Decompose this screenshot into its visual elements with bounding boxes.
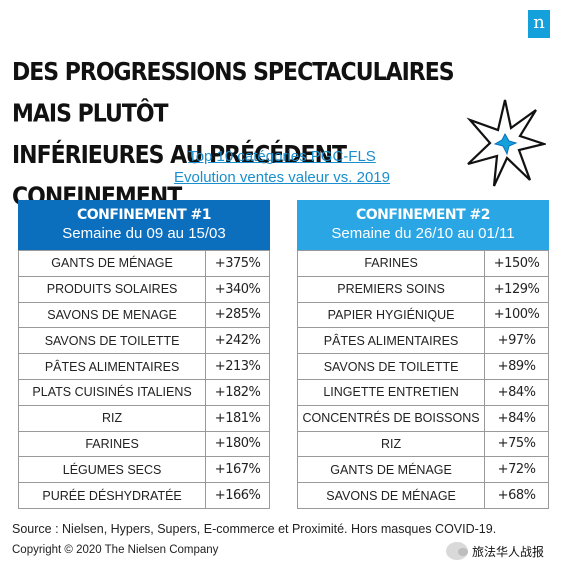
table-row: PURÉE DÉSHYDRATÉE +166% bbox=[17, 482, 270, 509]
table-row: SAVONS DE TOILETTE +89% bbox=[296, 353, 549, 380]
table-row: GANTS DE MÉNAGE +375% bbox=[17, 250, 270, 277]
table-row: SAVONS DE MÉNAGE +68% bbox=[296, 482, 549, 509]
category-cell: SAVONS DE TOILETTE bbox=[17, 327, 207, 355]
subtitle-line-1: Top 10 catégories PGC-FLS bbox=[188, 148, 376, 165]
category-cell: SAVONS DE MÉNAGE bbox=[296, 482, 486, 509]
value-cell: +84% bbox=[484, 404, 549, 432]
table-row: LÉGUMES SECS +167% bbox=[17, 456, 270, 484]
confinement-2-header: CONFINEMENT #2 Semaine du 26/10 au 01/11 bbox=[297, 200, 549, 250]
confinement-1-table: GANTS DE MÉNAGE +375% PRODUITS SOLAIRES +3… bbox=[17, 250, 270, 509]
category-cell: PRODUITS SOLAIRES bbox=[17, 275, 207, 303]
table-row: PREMIERS SOINS +129% bbox=[296, 275, 549, 303]
subtitle: Top 10 catégories PGC-FLS Evolution vent… bbox=[130, 146, 434, 188]
nielsen-logo: n bbox=[528, 10, 550, 38]
starburst-icon bbox=[466, 99, 546, 187]
value-cell: +84% bbox=[484, 378, 549, 406]
table-row: PLATS CUISINÉS ITALIENS +182% bbox=[17, 378, 270, 406]
value-cell: +180% bbox=[205, 430, 270, 458]
value-cell: +285% bbox=[205, 301, 270, 329]
confinement-2-period: Semaine du 26/10 au 01/11 bbox=[331, 225, 515, 242]
value-cell: +129% bbox=[484, 275, 549, 303]
value-cell: +166% bbox=[205, 482, 270, 509]
value-cell: +150% bbox=[484, 250, 549, 277]
subtitle-line-2: Evolution ventes valeur vs. 2019 bbox=[174, 169, 390, 186]
category-cell: PAPIER HYGIÉNIQUE bbox=[296, 301, 486, 329]
table-row: CONCENTRÉS DE BOISSONS +84% bbox=[296, 404, 549, 432]
table-row: RIZ +75% bbox=[296, 430, 549, 458]
copyright-note: Copyright © 2020 The Nielsen Company bbox=[12, 544, 219, 556]
value-cell: +100% bbox=[484, 301, 549, 329]
confinement-1-panel: CONFINEMENT #1 Semaine du 09 au 15/03 GA… bbox=[17, 200, 270, 509]
value-cell: +97% bbox=[484, 327, 549, 355]
category-cell: LÉGUMES SECS bbox=[17, 456, 207, 484]
category-cell: CONCENTRÉS DE BOISSONS bbox=[296, 404, 486, 432]
value-cell: +375% bbox=[205, 250, 270, 277]
table-row: GANTS DE MÉNAGE +72% bbox=[296, 456, 549, 484]
category-cell: GANTS DE MÉNAGE bbox=[296, 456, 486, 484]
table-row: SAVONS DE MENAGE +285% bbox=[17, 301, 270, 329]
category-cell: FARINES bbox=[17, 430, 207, 458]
category-cell: GANTS DE MÉNAGE bbox=[17, 250, 207, 277]
table-row: FARINES +180% bbox=[17, 430, 270, 458]
category-cell: PREMIERS SOINS bbox=[296, 275, 486, 303]
wechat-icon bbox=[446, 542, 468, 560]
confinement-1-title: CONFINEMENT #1 bbox=[76, 207, 212, 223]
value-cell: +75% bbox=[484, 430, 549, 458]
category-cell: SAVONS DE MENAGE bbox=[17, 301, 207, 329]
confinement-2-table: FARINES +150% PREMIERS SOINS +129% PAPIER … bbox=[296, 250, 549, 509]
category-cell: SAVONS DE TOILETTE bbox=[296, 353, 486, 380]
headline: DES PROGRESSIONS SPECTACULAIRES MAIS PLU… bbox=[12, 52, 482, 218]
category-cell: RIZ bbox=[17, 404, 207, 432]
category-cell: PÂTES ALIMENTAIRES bbox=[296, 327, 486, 355]
category-cell: RIZ bbox=[296, 430, 486, 458]
value-cell: +89% bbox=[484, 353, 549, 380]
watermark: 旅法华人战报 bbox=[446, 540, 544, 562]
value-cell: +242% bbox=[205, 327, 270, 355]
table-row: SAVONS DE TOILETTE +242% bbox=[17, 327, 270, 355]
value-cell: +213% bbox=[205, 353, 270, 380]
source-note: Source : Nielsen, Hypers, Supers, E-comm… bbox=[12, 522, 497, 536]
confinement-1-period: Semaine du 09 au 15/03 bbox=[62, 225, 226, 242]
value-cell: +340% bbox=[205, 275, 270, 303]
table-row: PÂTES ALIMENTAIRES +97% bbox=[296, 327, 549, 355]
category-cell: LINGETTE ENTRETIEN bbox=[296, 378, 486, 406]
value-cell: +182% bbox=[205, 378, 270, 406]
value-cell: +167% bbox=[205, 456, 270, 484]
value-cell: +72% bbox=[484, 456, 549, 484]
confinement-2-panel: CONFINEMENT #2 Semaine du 26/10 au 01/11… bbox=[296, 200, 549, 509]
table-row: RIZ +181% bbox=[17, 404, 270, 432]
table-row: PRODUITS SOLAIRES +340% bbox=[17, 275, 270, 303]
watermark-text: 旅法华人战报 bbox=[472, 544, 545, 559]
confinement-2-title: CONFINEMENT #2 bbox=[355, 207, 491, 223]
value-cell: +68% bbox=[484, 482, 549, 509]
table-row: PÂTES ALIMENTAIRES +213% bbox=[17, 353, 270, 380]
confinement-1-header: CONFINEMENT #1 Semaine du 09 au 15/03 bbox=[18, 200, 270, 250]
category-cell: PLATS CUISINÉS ITALIENS bbox=[17, 378, 207, 406]
headline-line-1: DES PROGRESSIONS SPECTACULAIRES MAIS PLU… bbox=[12, 58, 455, 129]
table-row: PAPIER HYGIÉNIQUE +100% bbox=[296, 301, 549, 329]
category-cell: FARINES bbox=[296, 250, 486, 277]
table-row: FARINES +150% bbox=[296, 250, 549, 277]
table-row: LINGETTE ENTRETIEN +84% bbox=[296, 378, 549, 406]
category-cell: PURÉE DÉSHYDRATÉE bbox=[17, 482, 207, 509]
value-cell: +181% bbox=[205, 404, 270, 432]
category-cell: PÂTES ALIMENTAIRES bbox=[17, 353, 207, 380]
headline-line-2: INFÉRIEURES AU PRÉCÉDENT CONFINEMENT bbox=[12, 141, 347, 212]
